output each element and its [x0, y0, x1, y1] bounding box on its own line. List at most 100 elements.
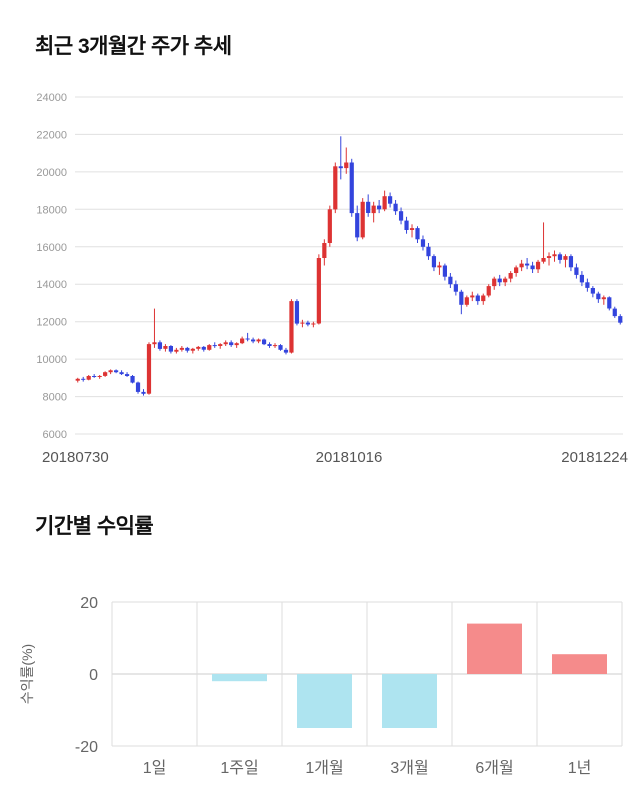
candle-body	[289, 301, 294, 353]
price-chart-container: 6000 8000 10000 12000 14000 16000 18000 20000 22…	[0, 72, 640, 472]
candle-body	[92, 376, 97, 377]
y-tick-label: 22000	[36, 129, 67, 141]
y-axis-title: 수익률(%)	[19, 644, 35, 704]
y-tick-label: 20	[80, 595, 98, 612]
candle-body	[349, 162, 354, 214]
candle-body	[612, 308, 617, 317]
candle-body	[459, 291, 464, 305]
category-label: 1일	[143, 759, 167, 777]
candle-body	[119, 372, 124, 375]
candle-body	[322, 243, 327, 258]
candle-body	[426, 246, 431, 257]
return-bar	[552, 654, 607, 674]
candle-body	[114, 370, 119, 373]
y-tick-label: 16000	[36, 242, 67, 254]
candle-body	[377, 205, 382, 210]
candle-body	[174, 349, 179, 352]
candle-body	[234, 343, 239, 346]
candle-body	[278, 345, 283, 350]
candle-body	[311, 323, 316, 325]
category-label: 1년	[568, 759, 592, 777]
candle-body	[552, 254, 557, 257]
candle-body	[607, 297, 612, 309]
candle-body	[492, 278, 497, 287]
candle-body	[97, 376, 102, 377]
candle-body	[283, 349, 289, 353]
candle-body	[557, 254, 563, 260]
candle-body	[514, 267, 519, 273]
candle-body	[601, 297, 606, 300]
candle-body	[240, 338, 245, 344]
candle-body	[388, 196, 393, 204]
candle-body	[585, 282, 590, 288]
candle-body	[409, 228, 415, 230]
candle-body	[124, 374, 130, 376]
return-bar	[382, 674, 437, 728]
candle-body	[437, 265, 442, 268]
returns-chart-container: 20 0 -20 1일 1주일 1개월 3개월 6개월 1년 수익률(%)	[0, 552, 640, 782]
candle-body	[481, 295, 486, 302]
candle-body	[366, 201, 371, 213]
candle-body	[590, 288, 595, 294]
candle-body	[344, 162, 349, 169]
candle-body	[146, 344, 152, 394]
y-tick-label: 12000	[36, 317, 67, 329]
candle-body	[245, 338, 250, 340]
candle-body	[108, 370, 113, 373]
candle-body	[229, 342, 234, 346]
candle-body	[448, 276, 453, 285]
candle-body	[157, 342, 163, 349]
category-label: 6개월	[475, 759, 513, 777]
candle-body	[382, 196, 387, 210]
candle-body	[103, 372, 108, 376]
candle-body	[207, 345, 212, 350]
candle-body	[486, 286, 491, 296]
candle-body	[294, 301, 300, 324]
candle-body	[135, 382, 141, 392]
x-axis-label-start: 20180730	[42, 449, 109, 466]
x-axis-label-end: 20181224	[561, 449, 628, 466]
candle-body	[393, 203, 398, 212]
candle-body	[420, 239, 426, 247]
candle-body	[212, 345, 217, 347]
candle-body	[201, 346, 206, 350]
candle-body	[371, 205, 376, 214]
y-tick-label: 24000	[36, 92, 67, 104]
y-tick-label: 18000	[36, 204, 67, 216]
return-bar	[297, 674, 352, 728]
y-tick-label: 6000	[43, 429, 67, 441]
candle-body	[130, 376, 135, 383]
price-chart-title: 최근 3개월간 주가 추세	[35, 35, 232, 58]
y-tick-label: 14000	[36, 279, 67, 291]
candle-body	[333, 166, 338, 210]
candle-body	[179, 347, 184, 350]
candle-body	[360, 201, 365, 238]
candle-body	[152, 342, 157, 345]
candle-body	[272, 345, 278, 347]
candle-body	[261, 339, 267, 345]
candle-body	[546, 256, 552, 258]
candle-body	[86, 376, 91, 380]
candle-body	[218, 344, 223, 346]
candle-body	[305, 322, 310, 325]
candle-body	[525, 263, 530, 266]
price-candlestick-chart: 6000 8000 10000 12000 14000 16000 18000 20000 22…	[36, 92, 628, 466]
candle-body	[464, 297, 469, 305]
candle-body	[256, 339, 261, 342]
candle-body	[141, 391, 146, 394]
candle-body	[267, 344, 272, 346]
candle-body	[327, 209, 332, 243]
candle-body	[470, 295, 475, 298]
y-tick-label: 8000	[43, 392, 67, 404]
candle-body	[168, 346, 173, 352]
category-label: 1주일	[220, 759, 258, 777]
candle-body	[574, 267, 579, 275]
candle-body	[196, 346, 201, 349]
candle-body	[404, 220, 409, 230]
candle-body	[497, 278, 502, 283]
candle-body	[415, 228, 420, 240]
candle-body	[431, 256, 437, 268]
candle-body	[190, 348, 195, 351]
candle-body	[563, 256, 568, 260]
candle-body	[503, 278, 508, 283]
